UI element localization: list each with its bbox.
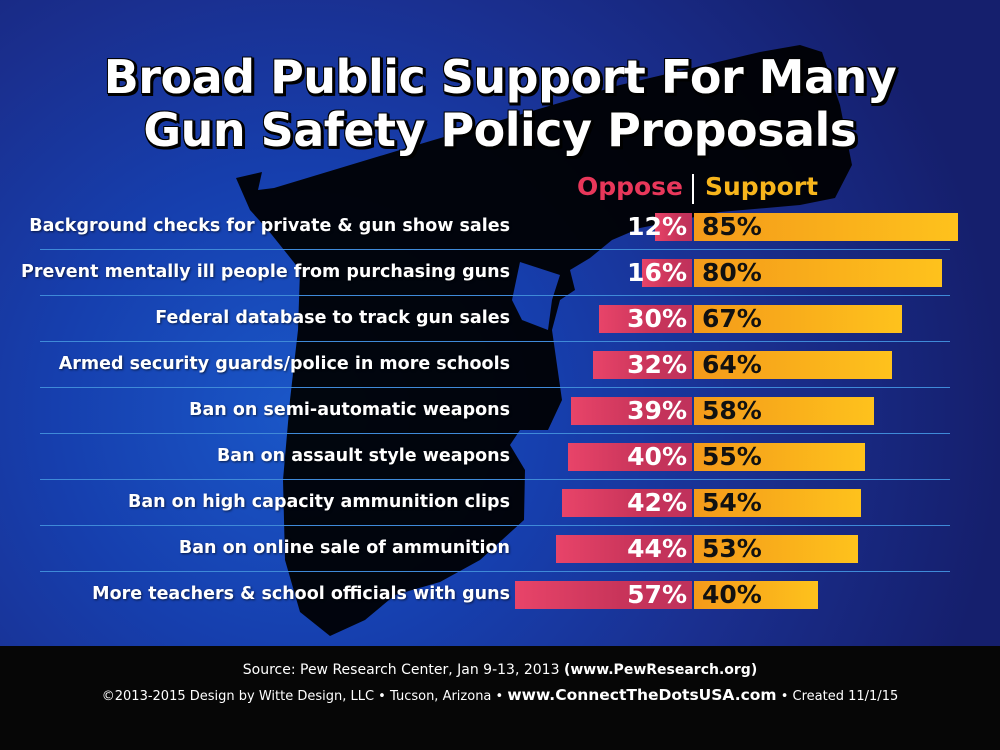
support-bar	[694, 535, 859, 563]
bar-rows: Background checks for private & gun show…	[21, 212, 958, 609]
support-value-label: 54%	[702, 488, 762, 517]
oppose-bar	[592, 351, 692, 379]
category-label: Background checks for private & gun show…	[29, 216, 510, 236]
support-bar	[694, 259, 942, 287]
footer-source-line: Source: Pew Research Center, Jan 9-13, 2…	[0, 662, 1000, 678]
oppose-bar	[642, 259, 692, 287]
support-value-label: 85%	[702, 212, 762, 241]
oppose-bar	[561, 489, 692, 517]
support-value-label: 67%	[702, 304, 762, 333]
oppose-value-label: 39%	[627, 396, 687, 425]
oppose-value-label: 42%	[627, 488, 687, 517]
footer: Source: Pew Research Center, Jan 9-13, 2…	[0, 646, 1000, 750]
footer-credit-line: ©2013-2015 Design by Witte Design, LLC •…	[0, 686, 1000, 704]
footer-source: Source: Pew Research Center, Jan 9-13, 2…	[242, 662, 560, 678]
support-bar	[694, 581, 818, 609]
row-separator	[40, 479, 950, 480]
oppose-value-label: 32%	[627, 350, 687, 379]
support-bar	[694, 443, 865, 471]
support-value-label: 58%	[702, 396, 762, 425]
row-separator	[40, 433, 950, 434]
oppose-bar	[571, 397, 692, 425]
support-value-label: 80%	[702, 258, 762, 287]
support-value-label: 55%	[702, 442, 762, 471]
support-bar	[694, 305, 902, 333]
row-separator	[40, 341, 950, 342]
category-label: Armed security guards/police in more sch…	[58, 354, 510, 374]
row-separator	[40, 295, 950, 296]
footer-source-url: (www.PewResearch.org)	[563, 662, 758, 678]
oppose-value-label: 57%	[627, 580, 687, 609]
category-label: Ban on assault style weapons	[216, 446, 510, 466]
footer-created: • Created 11/1/15	[780, 689, 899, 704]
row-separator	[40, 525, 950, 526]
support-value-label: 40%	[702, 580, 762, 609]
support-bar	[694, 397, 874, 425]
oppose-bar	[555, 535, 692, 563]
support-value-label: 64%	[702, 350, 762, 379]
support-bar	[694, 213, 958, 241]
legend-support: Support	[705, 172, 819, 201]
handgun-silhouette-icon	[236, 45, 852, 636]
oppose-bar	[599, 305, 692, 333]
category-label: Federal database to track gun sales	[155, 308, 510, 328]
oppose-value-label: 40%	[627, 442, 687, 471]
category-label: More teachers & school officials with gu…	[92, 584, 510, 604]
support-bar	[694, 489, 862, 517]
row-separator	[40, 249, 950, 250]
footer-site: www.ConnectTheDotsUSA.com	[507, 686, 777, 704]
category-label: Ban on online sale of ammunition	[178, 538, 510, 558]
chart-title-line-2: Gun Safety Policy Proposals	[143, 103, 857, 157]
oppose-value-label: 44%	[627, 534, 687, 563]
legend-divider	[692, 174, 694, 204]
oppose-bar	[568, 443, 692, 471]
oppose-bar	[515, 581, 692, 609]
support-bar	[694, 351, 893, 379]
category-label: Prevent mentally ill people from purchas…	[21, 262, 510, 282]
legend-oppose: Oppose	[576, 172, 683, 201]
oppose-value-label: 30%	[627, 304, 687, 333]
oppose-bar	[654, 213, 692, 241]
row-separator	[40, 387, 950, 388]
footer-copyright: ©2013-2015 Design by Witte Design, LLC •…	[101, 689, 504, 704]
chart-title-line-1: Broad Public Support For Many	[103, 50, 897, 104]
category-label: Ban on semi-automatic weapons	[189, 400, 510, 420]
category-label: Ban on high capacity ammunition clips	[127, 492, 510, 512]
oppose-value-label: 16%	[627, 258, 687, 287]
row-separator	[40, 571, 950, 572]
support-value-label: 53%	[702, 534, 762, 563]
oppose-value-label: 12%	[627, 212, 687, 241]
